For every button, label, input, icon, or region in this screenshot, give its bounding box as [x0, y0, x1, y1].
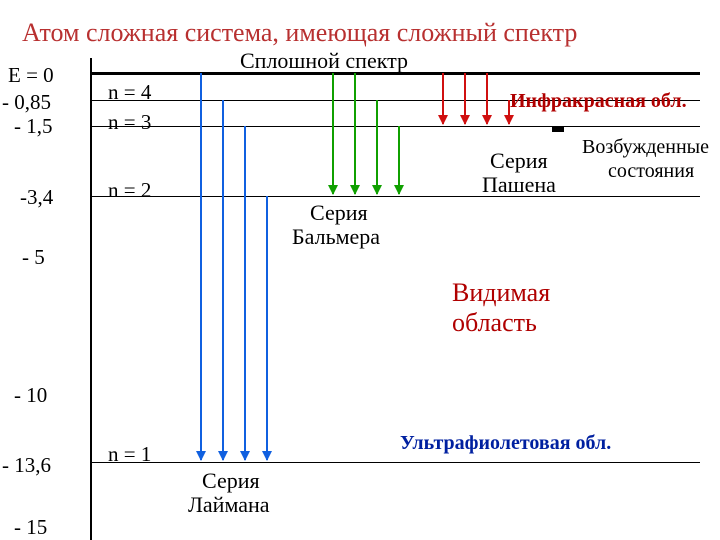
text-label-10: Серия	[202, 468, 260, 494]
energy-label-5: - 10	[14, 383, 47, 408]
text-label-0: Сплошной спектр	[240, 48, 408, 74]
paschen-arrow-3	[508, 100, 510, 124]
energy-label-7: - 15	[14, 515, 47, 540]
paschen-arrow-0	[442, 73, 444, 124]
lyman-arrow-0	[200, 73, 202, 460]
level-n3	[92, 126, 700, 127]
text-label-5: Пашена	[482, 172, 556, 198]
level-label-n2: n = 2	[108, 178, 151, 203]
text-label-7: Бальмера	[292, 224, 380, 250]
level-label-n1: n = 1	[108, 442, 151, 467]
paschen-arrow-2	[486, 73, 488, 124]
text-label-3: состояния	[608, 160, 694, 183]
energy-label-6: - 13,6	[2, 453, 51, 478]
text-label-6: Серия	[310, 200, 368, 226]
lyman-arrow-3	[266, 196, 268, 460]
balmer-arrow-3	[398, 126, 400, 194]
energy-label-4: - 5	[22, 245, 45, 270]
tick	[552, 126, 564, 132]
level-label-n3: n = 3	[108, 110, 151, 135]
balmer-arrow-0	[332, 73, 334, 194]
y-axis	[90, 58, 92, 540]
energy-label-0: E = 0	[8, 63, 54, 88]
text-label-4: Серия	[490, 148, 548, 174]
energy-label-1: - 0,85	[2, 90, 51, 115]
text-label-8: Видимая	[452, 278, 550, 308]
level-n2	[92, 196, 700, 197]
energy-label-2: - 1,5	[14, 114, 53, 139]
text-label-2: Возбужденные	[582, 136, 709, 159]
energy-label-3: -3,4	[20, 185, 53, 210]
text-label-11: Лаймана	[188, 492, 270, 518]
balmer-arrow-1	[354, 73, 356, 194]
level-n1	[92, 462, 700, 463]
balmer-arrow-2	[376, 100, 378, 194]
lyman-arrow-1	[222, 100, 224, 460]
text-label-1: Инфракрасная обл.	[510, 90, 687, 113]
lyman-arrow-2	[244, 126, 246, 460]
text-label-12: Ультрафиолетовая обл.	[400, 432, 611, 455]
paschen-arrow-1	[464, 73, 466, 124]
level-label-n4: n = 4	[108, 80, 151, 105]
diagram-title: Атом сложная система, имеющая сложный сп…	[22, 18, 577, 48]
text-label-9: область	[452, 308, 537, 338]
